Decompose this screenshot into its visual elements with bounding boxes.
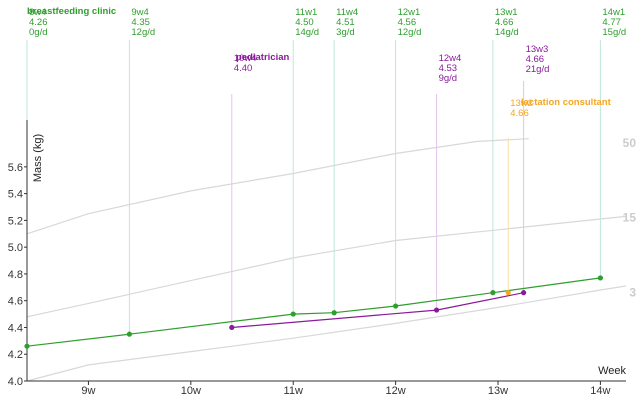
y-tick-label: 4.0 — [8, 376, 23, 388]
series-line-breastfeeding-clinic — [26, 277, 601, 347]
data-point-lactation-consultant — [505, 290, 511, 296]
x-tick-label: 11w — [284, 385, 303, 397]
visit-gain-label: 21g/d — [526, 64, 550, 75]
visit-mass-label: 4.40 — [234, 63, 253, 74]
visit-week-label: 11w1 — [295, 7, 317, 18]
visit-mass-label: 4.66 — [510, 108, 529, 119]
x-tick-label: 10w — [181, 385, 201, 397]
visit-gain-label: 3g/d — [336, 27, 355, 38]
visit-gain-label: 14g/d — [495, 27, 519, 38]
visit-gain-label: 0g/d — [29, 27, 48, 38]
percentile-curve-15 — [26, 215, 627, 318]
data-point-breastfeeding-clinic — [24, 343, 30, 349]
visit-lines — [26, 40, 601, 347]
percentile-label-50: 50 — [623, 136, 637, 150]
visit-mass-label: 4.53 — [439, 63, 458, 74]
visit-mass-label: 4.66 — [495, 17, 514, 28]
visit-gain-label: 14g/d — [295, 27, 319, 38]
visit-gain-label: 12g/d — [131, 27, 155, 38]
y-tick-label: 5.6 — [8, 162, 23, 174]
visit-gain-label: 15g/d — [602, 27, 626, 38]
x-tick-label: 14w — [590, 385, 610, 397]
percentile-label-3: 3 — [629, 286, 636, 300]
data-point-pediatrician — [521, 290, 527, 296]
data-point-breastfeeding-clinic — [126, 331, 132, 337]
visit-week-label: 12w1 — [398, 7, 421, 18]
y-tick-label: 5.2 — [8, 215, 23, 227]
visit-mass-label: 4.56 — [398, 17, 417, 28]
data-point-pediatrician — [229, 324, 235, 331]
visit-mass-label: 4.26 — [29, 17, 48, 28]
visit-week-label: 8w4 — [29, 7, 46, 18]
percentile-curve-50 — [26, 138, 529, 235]
visit-week-label: 13w2 — [510, 98, 533, 109]
y-tick-label: 4.6 — [8, 296, 23, 308]
y-tick-label: 4.4 — [8, 322, 23, 334]
visit-mass-label: 4.51 — [336, 17, 355, 28]
visit-week-label: 14w1 — [602, 7, 625, 18]
y-tick-label: 5.4 — [8, 189, 23, 201]
data-point-breastfeeding-clinic — [393, 303, 399, 309]
visit-week-label: 12w4 — [439, 53, 462, 64]
visit-week-label: 13w3 — [526, 44, 549, 55]
visit-week-label: 13w1 — [495, 7, 518, 18]
visit-week-label: 10w4 — [234, 53, 257, 64]
data-point-pediatrician — [433, 307, 440, 313]
visit-week-label: 11w4 — [336, 7, 358, 18]
percentile-curve-3 — [26, 285, 627, 382]
visit-mass-label: 4.77 — [602, 17, 621, 28]
visit-mass-label: 4.35 — [131, 17, 150, 28]
visit-gain-label: 12g/d — [398, 27, 422, 38]
data-point-breastfeeding-clinic — [490, 290, 496, 296]
series-title-breastfeeding-clinic: breastfeeding clinic — [27, 6, 116, 17]
x-tick-label: 13w — [488, 385, 508, 397]
visit-gain-label: 9g/d — [439, 73, 458, 84]
x-axis-label: Week — [598, 365, 626, 377]
series-title-lactation-consultant: lactation consultant — [521, 97, 612, 108]
visit-mass-label: 4.50 — [295, 17, 314, 28]
data-point-breastfeeding-clinic — [597, 275, 604, 281]
visit-mass-label: 4.66 — [526, 54, 545, 65]
y-tick-label: 4.2 — [8, 349, 23, 361]
visit-week-label: 9w4 — [131, 7, 148, 18]
series — [24, 275, 604, 349]
annotations: breastfeeding clinic8w44.260g/d9w44.3512… — [27, 6, 626, 119]
y-tick-label: 4.8 — [8, 269, 23, 281]
y-axis-label: Mass (kg) — [32, 134, 44, 182]
data-point-breastfeeding-clinic — [331, 310, 337, 316]
x-tick-label: 12w — [386, 385, 406, 397]
percentile-label-15: 15 — [623, 211, 637, 225]
x-tick-label: 9w — [81, 385, 95, 397]
series-title-pediatrician: pediatrician — [236, 52, 290, 63]
tick-labels: 9w 10w 11w 12w 13w 14w 4.0 4.2 4.4 4.6 4.8 5.0 5.2 5.… — [8, 162, 611, 397]
axes: Mass (kg) Week — [26, 120, 626, 382]
data-point-breastfeeding-clinic — [290, 311, 296, 317]
y-tick-label: 5.0 — [8, 242, 23, 254]
percentile-curves: 50 15 3 — [26, 136, 637, 382]
